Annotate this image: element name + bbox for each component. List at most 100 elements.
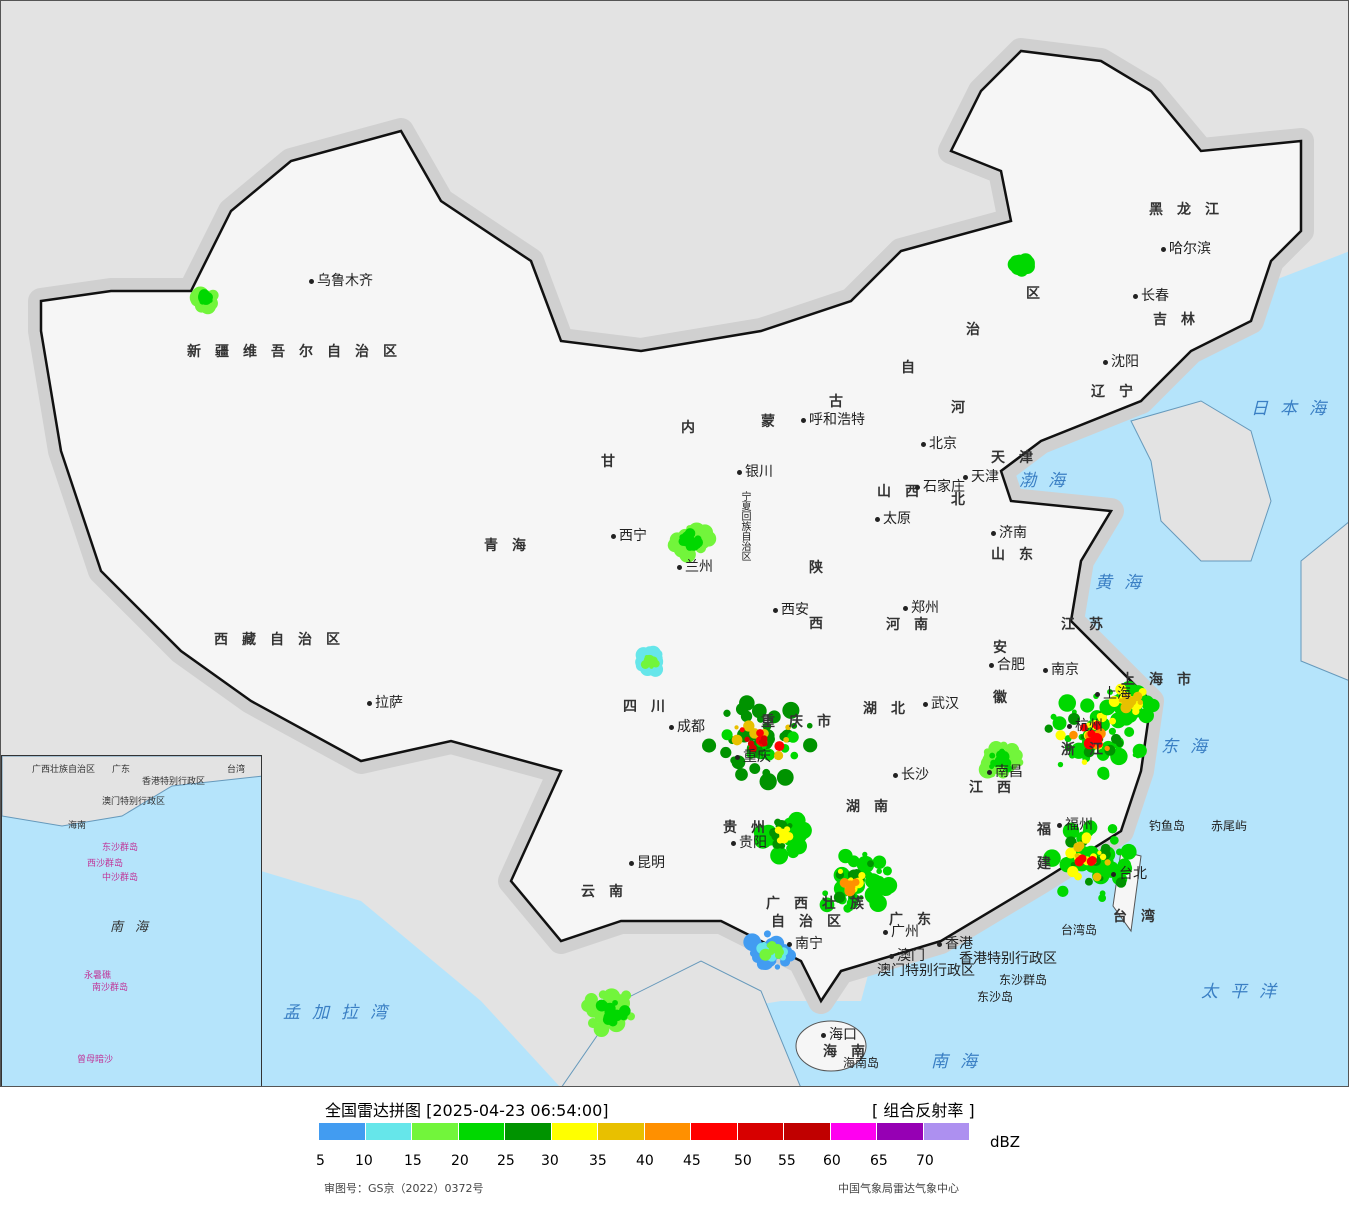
tick-label: 40 bbox=[636, 1153, 654, 1169]
echo-cell bbox=[743, 933, 762, 952]
city-label: 郑州 bbox=[903, 597, 939, 617]
echo-cell bbox=[1098, 894, 1107, 902]
echo-cell bbox=[1115, 739, 1124, 748]
province-label: 湖北 bbox=[863, 701, 919, 717]
inset-label: 中沙群岛 bbox=[102, 873, 139, 883]
color-scale bbox=[319, 1123, 970, 1140]
echo-cell bbox=[1080, 698, 1095, 713]
province-label: 区 bbox=[1026, 286, 1054, 302]
echo-cell bbox=[1064, 743, 1073, 752]
province-label: 海南 bbox=[823, 1044, 879, 1060]
echo-cell bbox=[1065, 847, 1077, 859]
korea-land bbox=[1130, 400, 1272, 562]
echo-cell bbox=[1107, 823, 1118, 834]
province-label: 内 bbox=[681, 420, 709, 436]
echo-cell bbox=[774, 754, 779, 760]
echo-cell bbox=[989, 752, 996, 759]
echo-cell bbox=[202, 297, 208, 303]
echo-cell bbox=[1108, 727, 1116, 735]
echo-cell bbox=[1140, 695, 1154, 710]
echo-cell bbox=[1075, 841, 1085, 850]
city-label: 广州 bbox=[883, 921, 919, 941]
inset-label: 海南 bbox=[68, 821, 87, 831]
echo-cell bbox=[847, 871, 853, 876]
echo-cell bbox=[735, 768, 748, 781]
color-swatch bbox=[691, 1123, 737, 1140]
color-swatch bbox=[412, 1123, 458, 1140]
japan-land bbox=[1300, 521, 1348, 681]
island-label: 东沙岛 bbox=[977, 990, 1014, 1004]
echo-cell bbox=[791, 722, 798, 729]
echo-cell bbox=[872, 855, 887, 869]
echo-cell bbox=[598, 1013, 604, 1019]
city-label: 武汉 bbox=[923, 693, 959, 713]
echo-cell bbox=[776, 837, 784, 844]
echo-cell bbox=[862, 851, 868, 857]
echo-cell bbox=[806, 722, 813, 729]
echo-cell bbox=[1138, 707, 1154, 724]
echo-cell bbox=[803, 738, 818, 753]
echo-cell bbox=[667, 538, 682, 553]
province-label: 广西壮族 bbox=[766, 896, 878, 912]
city-label: 拉萨 bbox=[367, 692, 403, 712]
tick-label: 35 bbox=[589, 1153, 607, 1169]
echo-cell bbox=[843, 904, 852, 913]
echo-cell bbox=[837, 868, 843, 875]
province-label: 自治区 bbox=[771, 914, 855, 930]
city-label: 台北 bbox=[1111, 863, 1147, 883]
city-label: 天津 bbox=[963, 466, 999, 486]
province-label: 吉林 bbox=[1153, 312, 1209, 328]
echo-cell bbox=[787, 731, 799, 743]
inset-label: 南沙群岛 bbox=[92, 983, 129, 993]
province-label: 山西 bbox=[877, 484, 933, 500]
echo-cell bbox=[1055, 730, 1066, 741]
echo-cell bbox=[880, 876, 898, 894]
island-label: 东沙群岛 bbox=[999, 973, 1048, 987]
color-swatch bbox=[458, 1123, 504, 1140]
echo-cell bbox=[1074, 872, 1082, 881]
echo-cell bbox=[1137, 699, 1144, 705]
sea-label: 渤海 bbox=[1019, 471, 1077, 491]
province-label: 黑龙江 bbox=[1149, 202, 1233, 218]
echo-cell bbox=[782, 701, 800, 719]
source-label: 中国气象局雷达气象中心 bbox=[838, 1182, 959, 1195]
echo-cell bbox=[776, 948, 784, 956]
city-label: 南宁 bbox=[787, 933, 823, 953]
color-swatch bbox=[737, 1123, 783, 1140]
province-label: 新疆维吾尔自治区 bbox=[187, 344, 411, 360]
island-label: 台湾岛 bbox=[1061, 923, 1098, 937]
echo-cell bbox=[858, 872, 866, 880]
echo-cell bbox=[996, 750, 1005, 760]
echo-cell bbox=[1124, 727, 1135, 737]
echo-cell bbox=[858, 895, 864, 900]
echo-cell bbox=[761, 740, 768, 747]
tick-label: 20 bbox=[451, 1153, 469, 1169]
echo-cell bbox=[692, 537, 704, 548]
echo-cell bbox=[598, 990, 608, 999]
province-label: 山东 bbox=[991, 547, 1047, 563]
color-swatch bbox=[598, 1123, 644, 1140]
province-label: 甘 bbox=[601, 454, 629, 470]
echo-cell bbox=[1044, 724, 1053, 733]
color-swatch bbox=[784, 1123, 830, 1140]
inset-label: 曾母暗沙 bbox=[77, 1055, 114, 1065]
city-label: 呼和浩特 bbox=[801, 409, 865, 429]
city-label: 乌鲁木齐 bbox=[309, 270, 373, 290]
echo-cell bbox=[851, 878, 860, 887]
inset-label: 香港特别行政区 bbox=[142, 777, 206, 787]
city-label: 成都 bbox=[669, 716, 705, 736]
echo-cell bbox=[762, 722, 772, 731]
echo-cell bbox=[766, 942, 773, 949]
island-label: 赤尾屿 bbox=[1211, 819, 1248, 833]
echo-cell bbox=[1083, 746, 1095, 758]
echo-cell bbox=[867, 860, 874, 868]
legend: 全国雷达拼图 [2025-04-23 06:54:00] [ 组合反射率 ] 5… bbox=[0, 1087, 1349, 1208]
echo-cell bbox=[1081, 759, 1088, 765]
inset-label: 广西壮族自治区 bbox=[32, 765, 96, 775]
echo-cell bbox=[1070, 862, 1076, 868]
tick-label: 15 bbox=[404, 1153, 422, 1169]
echo-cell bbox=[602, 1001, 608, 1008]
city-label: 澳门 bbox=[889, 945, 925, 965]
city-label: 长沙 bbox=[893, 764, 929, 784]
echo-cell bbox=[743, 720, 755, 732]
